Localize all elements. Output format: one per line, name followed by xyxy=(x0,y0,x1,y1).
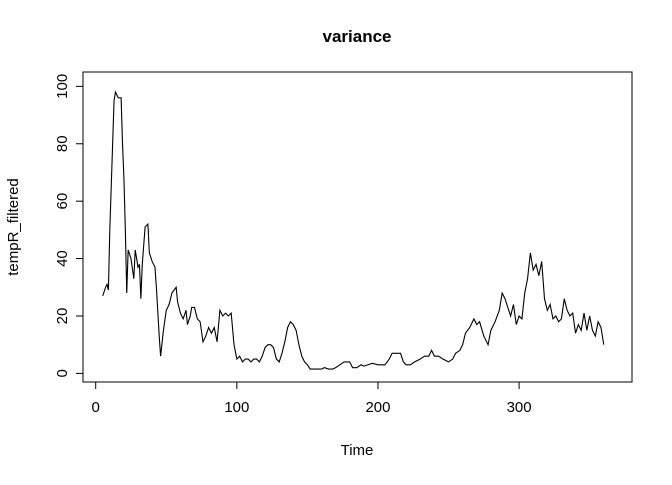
chart-title: variance xyxy=(323,27,392,46)
y-tick-label: 60 xyxy=(54,193,71,210)
data-line xyxy=(102,90,605,370)
x-tick-label: 0 xyxy=(92,399,100,416)
y-tick-label: 100 xyxy=(54,74,71,99)
y-axis-label: tempR_filtered xyxy=(5,178,22,276)
x-tick-label: 200 xyxy=(365,399,390,416)
y-tick-label: 20 xyxy=(54,308,71,325)
y-tick-label: 80 xyxy=(54,135,71,152)
x-tick-label: 100 xyxy=(224,399,249,416)
x-axis-label: Time xyxy=(341,442,374,459)
y-tick-label: 0 xyxy=(54,369,71,377)
plot-box xyxy=(82,71,633,383)
y-tick-label: 40 xyxy=(54,250,71,267)
x-tick-label: 300 xyxy=(507,399,532,416)
